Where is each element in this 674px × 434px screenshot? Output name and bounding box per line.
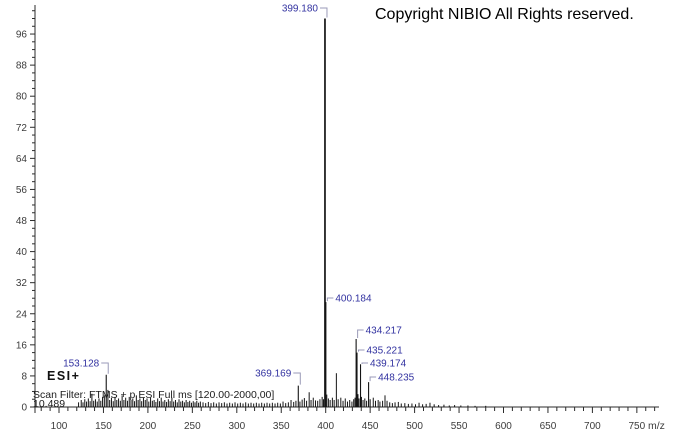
x-axis-tick-label: 200 (140, 421, 157, 432)
peak-label-bracket (357, 329, 364, 339)
peak-label: 400.184 (335, 294, 372, 305)
x-axis-tick-label: 600 (495, 421, 512, 432)
y-axis-tick-label: 8 (21, 371, 27, 382)
x-axis-tick-label: 100 (51, 421, 68, 432)
y-axis-tick-label: 88 (16, 61, 28, 72)
peak-label: 399.180 (282, 4, 319, 15)
x-axis-tick-label: 450 (362, 421, 379, 432)
x-axis-tick-label: 750 (629, 421, 646, 432)
copyright-text: Copyright NIBIO All Rights reserved. (375, 6, 634, 23)
x-axis-tick-label: 150 (95, 421, 112, 432)
peak-label-bracket (361, 362, 369, 364)
peak-label: 434.217 (366, 326, 403, 337)
y-axis-tick-label: 16 (16, 340, 28, 351)
peak-label-bracket (358, 349, 365, 352)
y-axis-tick-label: 56 (16, 185, 28, 196)
peak-label-bracket (293, 372, 301, 385)
x-axis-tick-label: 500 (406, 421, 423, 432)
y-axis-tick-label: 0 (21, 403, 27, 414)
retention-time-label: 10.489 (33, 398, 66, 410)
x-axis-tick-label: 700 (584, 421, 601, 432)
scan-filter-label: Scan Filter: FTMS + p ESI Full ms [120.0… (33, 389, 275, 401)
y-axis-tick-label: 40 (16, 247, 28, 258)
x-axis-tick-label: 550 (451, 421, 468, 432)
x-axis-unit-label: m/z (648, 420, 665, 432)
y-axis-tick-label: 64 (16, 154, 28, 165)
y-axis-tick-label: 32 (16, 278, 28, 289)
x-axis-tick-label: 650 (540, 421, 557, 432)
y-axis-tick-label: 24 (16, 309, 28, 320)
y-axis-tick-label: 72 (16, 123, 28, 134)
ionization-mode-label: ESI+ (47, 369, 81, 383)
peak-label: 439.174 (370, 359, 407, 370)
x-axis-tick-label: 250 (184, 421, 201, 432)
peak-label: 435.221 (367, 346, 404, 357)
peak-label: 448.235 (378, 373, 415, 384)
peak-label: 153.128 (63, 359, 100, 370)
y-axis-tick-label: 80 (16, 92, 28, 103)
y-axis-tick-label: 48 (16, 216, 28, 227)
peak-label-bracket (326, 297, 334, 302)
x-axis-tick-label: 400 (317, 421, 334, 432)
x-axis-tick-label: 350 (273, 421, 290, 432)
peak-label: 369.169 (255, 369, 292, 380)
peak-label-bracket (101, 362, 109, 374)
peak-label-bracket (319, 7, 328, 18)
y-axis-tick-label: 96 (16, 30, 28, 41)
peak-label-bracket (369, 376, 377, 382)
x-axis-tick-label: 300 (228, 421, 245, 432)
